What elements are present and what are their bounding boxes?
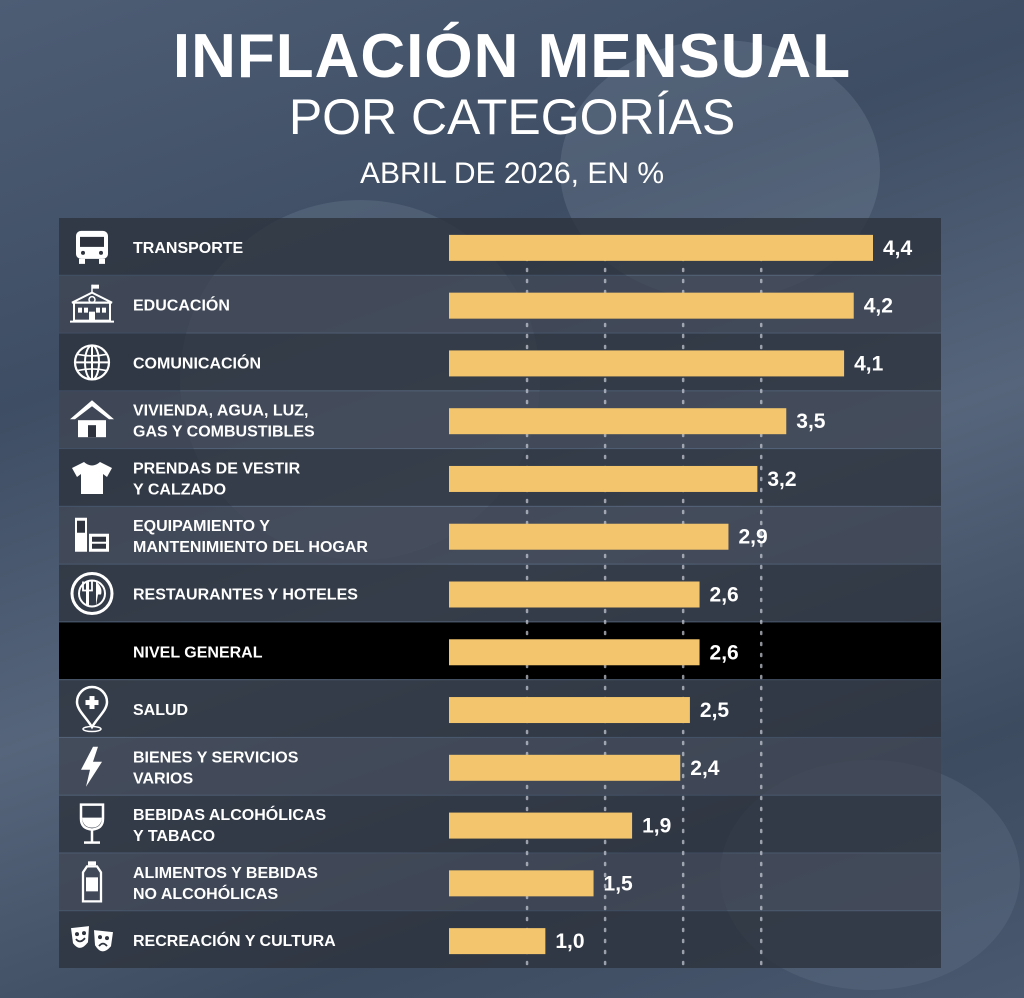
value-label: 2,6 [710, 641, 739, 664]
category-label: VARIOS [133, 770, 193, 787]
wine-glass-icon [79, 803, 105, 844]
lightning-icon [81, 746, 102, 787]
category-row: RESTAURANTES Y HOTELES 2,6 [70, 572, 739, 615]
bar [449, 292, 854, 319]
category-label: VIVIENDA, AGUA, LUZ, [133, 403, 308, 420]
category-label: ALIMENTOS Y BEBIDAS [133, 865, 318, 882]
value-label: 1,9 [642, 815, 671, 838]
value-label: 2,4 [690, 757, 720, 780]
value-label: 3,5 [796, 410, 826, 433]
bar [449, 408, 787, 435]
bar [449, 928, 546, 955]
category-row: COMUNICACIÓN 4,1 [73, 344, 884, 381]
bar [449, 350, 845, 377]
value-label: 4,1 [854, 352, 884, 375]
category-row: BIENES Y SERVICIOS VARIOS 2,4 [81, 746, 720, 787]
furniture-icon [75, 517, 109, 552]
bar [449, 754, 681, 781]
category-label: RESTAURANTES Y HOTELES [133, 587, 358, 604]
category-row: ALIMENTOS Y BEBIDAS NO ALCOHÓLICAS 1,5 [81, 861, 634, 903]
category-label: COMUNICACIÓN [133, 353, 261, 372]
category-label: Y TABACO [133, 828, 215, 845]
school-icon [70, 284, 114, 323]
category-row: RECREACIÓN Y CULTURA 1,0 [71, 926, 585, 955]
value-label: 4,2 [864, 295, 893, 318]
value-label: 3,2 [767, 468, 796, 491]
category-row: EDUCACIÓN 4,2 [70, 284, 893, 323]
category-row: NIVEL GENERAL 2,6 [133, 639, 739, 666]
tshirt-icon [72, 461, 112, 494]
category-row: SALUD 2,5 [75, 685, 730, 733]
category-label: RECREACIÓN Y CULTURA [133, 931, 336, 950]
category-label: GAS Y COMBUSTIBLES [133, 424, 315, 441]
bus-icon [76, 230, 108, 264]
category-row: PRENDAS DE VESTIR Y CALZADO 3,2 [72, 460, 797, 498]
chart-period: ABRIL DE 2026, EN % [359, 157, 665, 190]
plate-cutlery-icon [70, 572, 114, 615]
category-row: VIVIENDA, AGUA, LUZ, GAS Y COMBUSTIBLES 3,… [70, 400, 826, 441]
category-label: BIENES Y SERVICIOS [133, 749, 299, 766]
value-label: 2,6 [710, 584, 739, 607]
category-label: TRANSPORTE [133, 240, 244, 257]
health-pin-icon [75, 685, 109, 733]
bar [449, 812, 633, 839]
category-label: MANTENIMIENTO DEL HOGAR [133, 539, 368, 556]
category-label: PRENDAS DE VESTIR [133, 460, 301, 477]
category-label: SALUD [133, 702, 188, 719]
bar [449, 697, 690, 724]
chart-subtitle: POR CATEGORÍAS [288, 89, 736, 145]
globe-icon [73, 344, 111, 381]
category-row: TRANSPORTE 4,4 [76, 230, 913, 264]
category-label: Y CALZADO [133, 481, 226, 498]
bar [449, 465, 758, 492]
value-label: 1,0 [555, 930, 584, 953]
category-row: EQUIPAMIENTO Y MANTENIMIENTO DEL HOGAR 2,9 [75, 517, 768, 556]
value-label: 2,5 [700, 699, 730, 722]
house-icon [70, 400, 114, 438]
bars: TRANSPORTE 4,4 EDUCACIÓN 4,2 COMUNICACIÓN 4,1… [70, 230, 913, 955]
category-label: NIVEL GENERAL [133, 644, 263, 661]
bar [449, 639, 700, 666]
bottle-icon [81, 861, 103, 903]
theater-masks-icon [71, 926, 113, 952]
category-label: BEBIDAS ALCOHÓLICAS [133, 805, 327, 824]
value-label: 2,9 [738, 526, 767, 549]
bar [449, 870, 594, 897]
bar [449, 234, 873, 261]
category-row: BEBIDAS ALCOHÓLICAS Y TABACO 1,9 [79, 803, 671, 845]
bar [449, 581, 700, 608]
value-label: 1,5 [604, 872, 634, 895]
chart-rows [59, 218, 941, 968]
chart-title: INFLACIÓN MENSUAL [172, 22, 852, 91]
category-label: EDUCACIÓN [133, 296, 230, 315]
bar [449, 523, 729, 550]
value-label: 4,4 [883, 237, 913, 260]
category-label: NO ALCOHÓLICAS [133, 884, 279, 903]
category-label: EQUIPAMIENTO Y [133, 518, 270, 535]
